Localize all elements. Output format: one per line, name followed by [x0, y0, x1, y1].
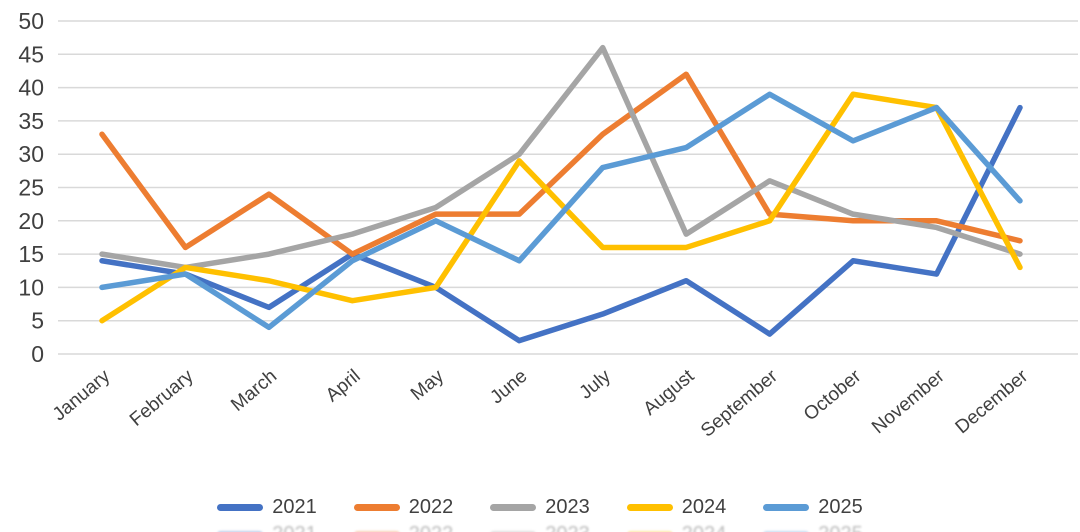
series-line-2024 [99, 91, 1023, 324]
x-tick-label: August [640, 365, 699, 420]
x-tick-label: October [800, 365, 866, 425]
legend-label-2025: 2025 [818, 524, 863, 532]
legend-swatch-2023 [490, 530, 537, 532]
cropped-legend-artifact: 2021 2022 2023 2024 2025 [0, 524, 1080, 532]
legend-label-2021: 2021 [272, 524, 317, 532]
y-tick-label: 5 [31, 308, 44, 334]
legend-swatch-2025 [763, 530, 810, 532]
y-tick-label: 45 [18, 41, 44, 67]
x-tick-label: January [49, 365, 115, 425]
series-line-2021 [99, 104, 1023, 344]
legend-item-2023[interactable]: 2023 [490, 497, 590, 517]
chart-legend: 2021 2022 2023 2024 2025 [0, 492, 1080, 522]
y-tick-label: 15 [18, 241, 44, 267]
y-tick-label: 10 [18, 274, 44, 300]
legend-swatch-2024 [626, 503, 673, 511]
legend-label-2022: 2022 [409, 524, 454, 532]
series-line-2023 [99, 44, 1023, 271]
x-tick-label: December [952, 365, 1033, 438]
legend-label-2021: 2021 [272, 496, 317, 518]
legend-label-2022: 2022 [408, 496, 454, 518]
y-tick-label: 30 [18, 141, 44, 167]
artifact-legend-item-2021: 2021 [217, 524, 317, 532]
legend-item-2021[interactable]: 2021 [217, 497, 317, 517]
artifact-legend-item-2023: 2023 [490, 524, 590, 532]
legend-swatch-2023 [490, 503, 537, 511]
legend-label-2024: 2024 [682, 524, 727, 532]
legend-item-2025[interactable]: 2025 [763, 497, 863, 517]
legend-item-2024[interactable]: 2024 [626, 496, 727, 518]
series-line-2025 [99, 91, 1023, 331]
x-tick-label: February [126, 365, 198, 430]
line-chart-plot-area: 0 5 10 15 20 25 30 35 40 45 50 January February March… [18, 8, 1078, 442]
y-tick-label: 25 [18, 175, 44, 201]
legend-swatch-2022 [353, 530, 400, 532]
legend-swatch-2021 [217, 503, 264, 511]
legend-swatch-2022 [353, 503, 400, 511]
y-tick-label: 40 [18, 75, 44, 101]
y-tick-label: 20 [18, 208, 44, 234]
x-tick-label: July [576, 365, 616, 403]
legend-swatch-2021 [217, 530, 264, 532]
artifact-legend-item-2025: 2025 [763, 524, 863, 532]
legend-swatch-2024 [626, 530, 673, 532]
y-tick-label: 35 [18, 108, 44, 134]
legend-label-2025: 2025 [818, 496, 863, 518]
x-tick-label: November [868, 365, 949, 438]
legend-label-2024: 2024 [681, 496, 727, 518]
artifact-legend-item-2024: 2024 [626, 524, 727, 532]
legend-label-2023: 2023 [545, 496, 590, 518]
y-tick-label: 50 [18, 8, 44, 34]
series-line-2022 [99, 71, 1023, 257]
x-tick-label: June [486, 366, 531, 409]
legend-item-2022[interactable]: 2022 [353, 496, 454, 518]
legend-swatch-2025 [763, 503, 810, 511]
x-tick-label: March [227, 366, 281, 416]
y-tick-label: 0 [31, 341, 44, 367]
legend-label-2023: 2023 [545, 524, 590, 532]
artifact-legend-item-2022: 2022 [353, 524, 454, 532]
x-tick-label: April [322, 366, 365, 407]
x-tick-label: September [697, 365, 782, 441]
x-tick-label: May [407, 365, 448, 404]
